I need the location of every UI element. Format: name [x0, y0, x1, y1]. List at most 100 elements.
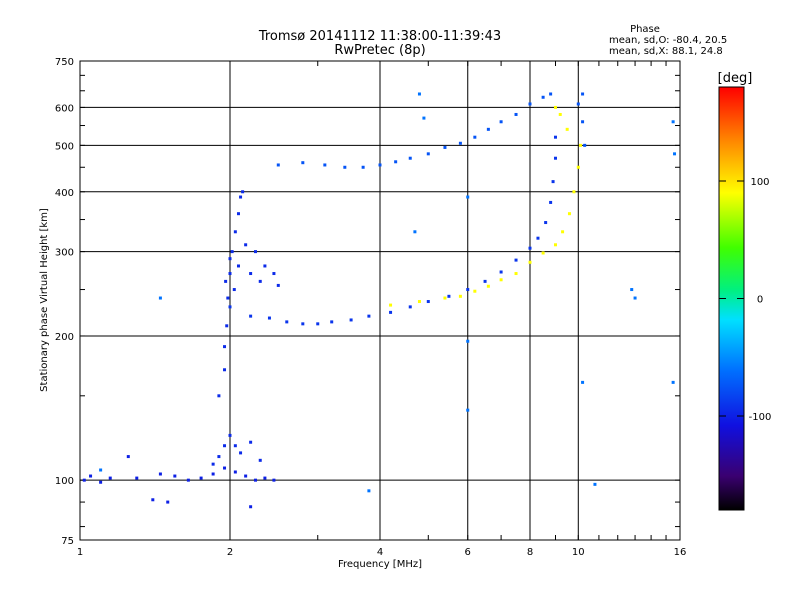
echo-point: [443, 145, 447, 149]
echo-point: [514, 112, 518, 116]
echo-point: [316, 322, 320, 326]
echo-point: [228, 433, 232, 437]
echo-point: [541, 95, 545, 99]
x-tick-label: 1: [77, 547, 83, 558]
echo-point: [458, 141, 462, 145]
echo-point: [389, 310, 393, 314]
echo-point: [158, 472, 162, 476]
echo-point: [408, 156, 412, 160]
echo-point: [233, 470, 237, 474]
echo-point: [630, 288, 634, 292]
echo-point: [343, 165, 347, 169]
echo-point: [228, 305, 232, 309]
echo-point: [323, 163, 327, 167]
echo-point: [233, 230, 237, 234]
echo-point: [483, 279, 487, 283]
echo-point: [228, 257, 232, 261]
echo-point: [486, 284, 490, 288]
echo-point: [158, 296, 162, 300]
echo-point: [633, 296, 637, 300]
echo-point: [244, 474, 248, 478]
echo-point: [276, 283, 280, 287]
echo-point: [447, 294, 451, 298]
echo-point: [253, 250, 257, 254]
echo-point: [211, 462, 215, 466]
echo-point: [301, 322, 305, 326]
phase-heading: Phase: [630, 24, 660, 35]
echo-point: [473, 289, 477, 293]
echo-point: [561, 230, 565, 234]
echo-point: [576, 165, 580, 169]
echo-point: [553, 156, 557, 160]
echo-point: [108, 476, 112, 480]
y-tick-label: 200: [55, 332, 74, 343]
echo-point: [151, 498, 155, 502]
echo-point: [553, 243, 557, 247]
echo-point: [536, 236, 540, 240]
echo-point: [422, 116, 426, 120]
echo-point: [236, 264, 240, 268]
x-tick-label: 4: [377, 547, 383, 558]
colorbar-tick-label: 0: [757, 295, 763, 306]
echo-point: [244, 243, 248, 247]
echo-point: [166, 500, 170, 504]
echo-point: [466, 339, 470, 343]
echo-point: [272, 478, 276, 482]
echo-point: [417, 92, 421, 96]
echo-point: [223, 466, 227, 470]
x-tick-label: 16: [674, 547, 687, 558]
echo-point: [223, 444, 227, 448]
echo-point: [514, 272, 518, 276]
echo-point: [458, 294, 462, 298]
colorbar-tick-label: -100: [749, 412, 772, 423]
echo-point: [301, 161, 305, 165]
x-tick-label: 6: [465, 547, 471, 558]
echo-point: [466, 288, 470, 292]
echo-point: [576, 102, 580, 106]
echo-point: [549, 200, 553, 204]
echo-point: [572, 190, 576, 194]
echo-point: [486, 127, 490, 131]
echo-point: [186, 478, 190, 482]
echo-point: [514, 258, 518, 262]
echo-point: [263, 264, 267, 268]
phase-mean-o: mean, sd,O: -80.4, 20.5: [609, 35, 727, 46]
axis-ticks: [79, 61, 681, 540]
chart-subtitle: RwPretec (8p): [334, 43, 425, 58]
echo-point: [285, 320, 289, 324]
x-tick-label: 2: [227, 547, 233, 558]
echo-point: [528, 260, 532, 264]
colorbar-ticks: 100 0 -100: [719, 177, 771, 423]
echo-point: [249, 440, 253, 444]
echo-point: [466, 408, 470, 412]
echo-point: [226, 296, 230, 300]
echo-point: [499, 278, 503, 282]
echo-point: [581, 92, 585, 96]
y-tick-label: 100: [55, 476, 74, 487]
x-tick-label: 10: [572, 547, 585, 558]
echo-point: [173, 474, 177, 478]
echo-point: [253, 478, 257, 482]
x-tick-label: 8: [527, 547, 533, 558]
echo-point: [673, 152, 677, 156]
echo-point: [211, 472, 215, 476]
echo-point: [671, 380, 675, 384]
echo-point: [466, 195, 470, 199]
y-tick-label: 300: [55, 248, 74, 259]
chart-title: Tromsø 20141112 11:38:00-11:39:43: [258, 29, 501, 44]
echo-point: [99, 480, 103, 484]
echo-point: [349, 318, 353, 322]
echo-point: [199, 476, 203, 480]
echo-point: [89, 474, 93, 478]
echo-point: [553, 135, 557, 139]
echo-point: [330, 320, 334, 324]
echo-point: [233, 444, 237, 448]
echo-point: [228, 272, 232, 276]
colorbar-tick-label: 100: [750, 177, 769, 188]
echo-point: [378, 163, 382, 167]
echo-point: [258, 458, 262, 462]
echo-point: [99, 468, 103, 472]
echo-point: [82, 478, 86, 482]
x-axis-label: Frequency [MHz]: [338, 559, 422, 570]
y-tick-label: 75: [61, 536, 74, 547]
